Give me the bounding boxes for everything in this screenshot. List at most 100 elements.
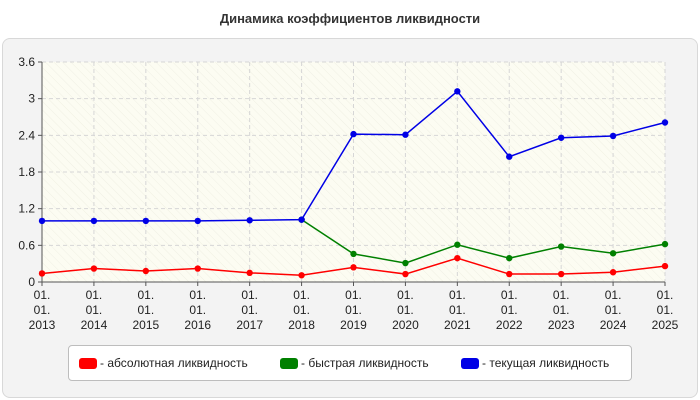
legend-item-absolute[interactable]: - абсолютная ликвидность: [79, 355, 248, 371]
y-tick-label: 1.2: [18, 202, 35, 216]
data-point[interactable]: [609, 132, 617, 140]
data-point[interactable]: [557, 270, 565, 278]
data-point[interactable]: [661, 119, 669, 126]
x-tick-label-line: 01.: [189, 288, 206, 302]
legend-label-current: - текущая ликвидность: [482, 356, 610, 370]
x-tick-label-line: 01.: [189, 303, 206, 317]
x-tick-label-line: 2021: [444, 318, 471, 332]
y-tick-label: 0: [28, 275, 35, 289]
legend-item-current[interactable]: - текущая ликвидность: [461, 355, 609, 371]
x-tick-label: 01. 01. 2021: [444, 288, 471, 332]
x-tick-label-line: 2017: [236, 318, 263, 332]
x-tick-label-line: 2019: [340, 318, 367, 332]
x-tick-label-line: 01.: [137, 303, 154, 317]
data-point[interactable]: [246, 217, 253, 224]
data-point[interactable]: [194, 265, 201, 272]
x-tick-label-line: 01.: [241, 288, 258, 302]
data-point[interactable]: [454, 88, 461, 95]
data-point[interactable]: [661, 262, 669, 270]
data-point[interactable]: [557, 134, 565, 141]
data-point[interactable]: [609, 250, 617, 257]
x-tick-label-line: 01.: [657, 303, 674, 317]
x-tick-label: 01. 01. 2017: [236, 288, 263, 332]
data-point[interactable]: [298, 272, 305, 279]
legend: - абсолютная ликвидность - быстрая ликви…: [68, 345, 632, 381]
x-tick-label-line: 01.: [397, 303, 414, 317]
x-tick-label-line: 2022: [496, 318, 523, 332]
y-tick-label: 1.8: [18, 165, 35, 179]
x-tick-label: 01. 01. 2014: [81, 288, 108, 332]
x-tick-label: 01. 01. 2019: [340, 288, 367, 332]
x-tick-label-line: 2015: [132, 318, 159, 332]
x-tick-label-line: 01.: [86, 303, 103, 317]
legend-label-absolute: - абсолютная ликвидность: [100, 356, 248, 370]
data-point[interactable]: [402, 270, 409, 278]
x-tick-label-line: 01.: [86, 288, 103, 302]
x-tick-label: 01. 01. 2018: [288, 288, 315, 332]
x-tick-label-line: 01.: [449, 288, 466, 302]
y-tick-label: 3: [28, 92, 35, 106]
x-tick-label-line: 01.: [449, 303, 466, 317]
x-tick-label-line: 2013: [29, 318, 56, 332]
x-tick-label-line: 01.: [657, 288, 674, 302]
x-tick-label: 01. 01. 2016: [184, 288, 211, 332]
x-tick-label-line: 2024: [600, 318, 627, 332]
x-tick-label-line: 01.: [34, 288, 51, 302]
x-tick-label: 01. 01. 2015: [132, 288, 159, 332]
data-point[interactable]: [454, 241, 461, 248]
y-tick-labels: 0 0.6 1.2 1.8 2.4 3 3.6: [18, 55, 42, 289]
data-point[interactable]: [402, 259, 409, 267]
data-point[interactable]: [506, 270, 513, 278]
data-point[interactable]: [661, 240, 669, 248]
data-point[interactable]: [609, 269, 617, 276]
x-tick-label-line: 01.: [397, 288, 414, 302]
data-point[interactable]: [38, 270, 46, 277]
data-point[interactable]: [557, 243, 565, 250]
x-tick-label: 01. 01. 2020: [392, 288, 419, 332]
data-point[interactable]: [142, 267, 150, 275]
x-tick-label-line: 2014: [81, 318, 108, 332]
series-2: [38, 88, 669, 225]
data-point[interactable]: [350, 250, 357, 258]
x-tick-label-line: 2020: [392, 318, 419, 332]
data-point[interactable]: [90, 265, 98, 272]
x-tick-label-line: 2025: [652, 318, 679, 332]
data-point[interactable]: [194, 217, 201, 225]
x-tick-label-line: 01.: [293, 303, 310, 317]
legend-item-quick[interactable]: - быстрая ликвидность: [280, 355, 429, 371]
data-point[interactable]: [38, 217, 46, 225]
legend-swatch-absolute: [79, 357, 97, 369]
x-tick-label-line: 01.: [293, 288, 310, 302]
x-tick-label-line: 01.: [553, 303, 570, 317]
series-0: [38, 254, 669, 279]
data-point[interactable]: [90, 217, 98, 225]
data-point[interactable]: [506, 254, 513, 262]
data-point[interactable]: [350, 130, 357, 138]
x-tick-label-line: 2023: [548, 318, 575, 332]
x-tick-label-line: 01.: [34, 303, 51, 317]
data-point[interactable]: [350, 264, 357, 271]
x-tick-label-line: 01.: [501, 303, 518, 317]
x-tick-label-line: 01.: [553, 288, 570, 302]
data-point[interactable]: [506, 153, 513, 160]
legend-swatch-quick: [280, 357, 298, 369]
x-tick-label-line: 2018: [288, 318, 315, 332]
x-tick-label: 01. 01. 2025: [652, 288, 679, 332]
x-tick-label-line: 01.: [501, 288, 518, 302]
data-point[interactable]: [142, 217, 150, 225]
x-tick-label: 01. 01. 2023: [548, 288, 575, 332]
data-point[interactable]: [246, 269, 253, 277]
x-tick-label-line: 01.: [345, 303, 362, 317]
data-point[interactable]: [454, 254, 461, 262]
data-point[interactable]: [298, 216, 305, 223]
series-group: [38, 88, 669, 279]
x-tick-label-line: 2016: [184, 318, 211, 332]
data-point[interactable]: [402, 131, 409, 138]
x-tick-label: 01. 01. 2024: [600, 288, 627, 332]
x-tick-label: 01. 01. 2013: [29, 288, 56, 332]
y-tick-label: 2.4: [18, 128, 35, 142]
x-tick-label-line: 01.: [605, 303, 622, 317]
x-tick-label-line: 01.: [605, 288, 622, 302]
